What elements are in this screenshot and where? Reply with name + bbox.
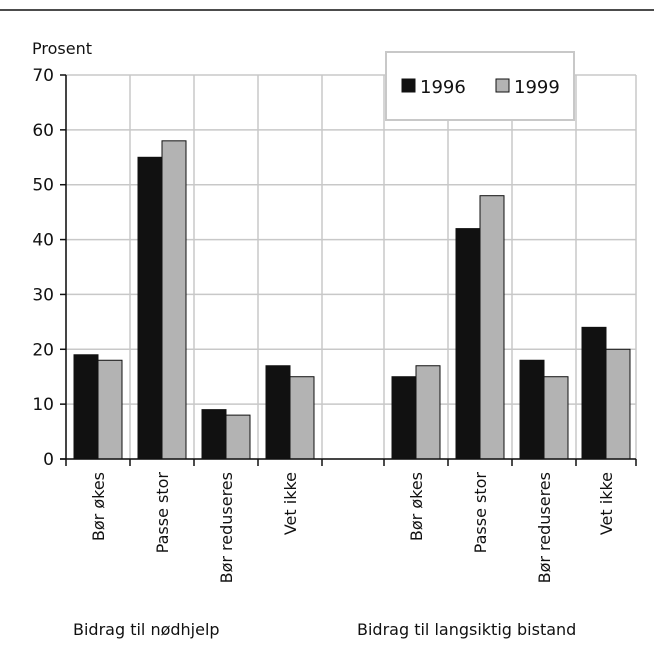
bar-1996-4	[265, 365, 291, 460]
y-tick-label: 40	[32, 231, 54, 251]
bar-1999-1	[97, 359, 123, 460]
y-tick-label: 30	[32, 285, 54, 305]
y-tick-label: 50	[32, 176, 54, 196]
category-label: Passe stor	[153, 472, 172, 554]
category-labels: Bør økes Passe stor Bør reduseres Vet ikke B…	[89, 472, 616, 584]
bar-1999-6	[479, 195, 505, 460]
y-axis-label: Prosent	[32, 39, 92, 58]
bar-1996-2	[137, 156, 163, 460]
bar-1999-4	[289, 376, 315, 460]
bar-1999-7	[543, 376, 569, 460]
group-label: Bidrag til nødhjelp	[73, 620, 220, 639]
group-label: Bidrag til langsiktig bistand	[357, 620, 576, 639]
bar-1999-3	[225, 414, 251, 460]
legend-box	[385, 51, 575, 121]
y-tick-label: 20	[32, 340, 54, 360]
bars	[73, 140, 631, 460]
category-label: Bør økes	[407, 472, 426, 541]
bar-1996-1	[73, 354, 99, 460]
legend-swatch-1999	[495, 78, 510, 93]
legend-swatch-1996	[401, 78, 416, 93]
bar-1999-8	[605, 348, 631, 460]
category-label: Vet ikke	[281, 472, 300, 535]
bar-1999-5	[415, 365, 441, 460]
bar-1996-7	[519, 359, 545, 460]
bar-1996-8	[581, 326, 607, 460]
bar-1999-2	[161, 140, 187, 460]
legend: 1996 1999	[385, 51, 575, 121]
y-tick-label: 10	[32, 395, 54, 415]
y-tick-label: 0	[43, 450, 54, 470]
legend-label-1996: 1996	[420, 77, 466, 98]
axes	[60, 74, 637, 466]
y-tick-label: 60	[32, 121, 54, 141]
category-label: Passe stor	[471, 472, 490, 554]
bar-1996-5	[391, 376, 417, 460]
category-label: Bør reduseres	[217, 472, 236, 583]
group-labels: Bidrag til nødhjelp Bidrag til langsiktig…	[73, 620, 576, 639]
y-tick-labels: 0 10 20 30 40 50 60 70	[32, 66, 54, 470]
bar-1996-3	[201, 409, 227, 460]
category-label: Bør reduseres	[535, 472, 554, 583]
category-label: Vet ikke	[597, 472, 616, 535]
category-label: Bør økes	[89, 472, 108, 541]
legend-label-1999: 1999	[514, 77, 560, 98]
y-tick-label: 70	[32, 66, 54, 86]
bar-1996-6	[455, 228, 481, 460]
